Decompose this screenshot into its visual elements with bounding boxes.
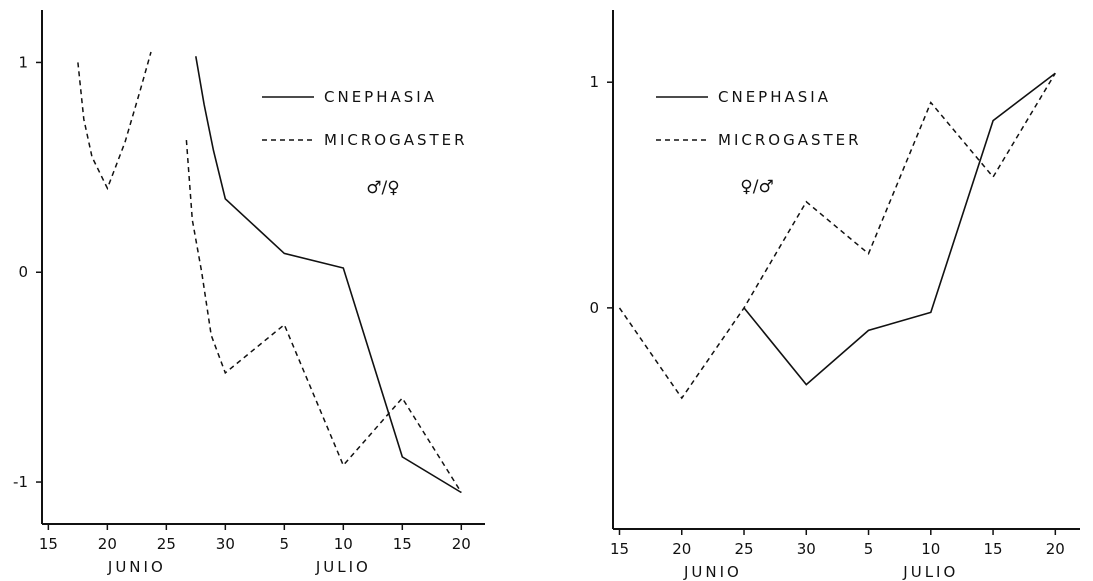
x-tick-label: 20 xyxy=(672,540,691,558)
series-microgaster-line xyxy=(185,140,462,493)
x-tick-label: 15 xyxy=(393,535,412,553)
legend-label-microgaster: MICROGASTER xyxy=(324,131,468,149)
month-label: JUNIO xyxy=(683,563,742,581)
month-label: JULIO xyxy=(315,558,371,576)
x-tick-label: 20 xyxy=(452,535,471,553)
series-microgaster-line xyxy=(77,51,152,191)
legend-label-cnephasia: CNEPHASIA xyxy=(324,88,437,106)
x-tick-label: 20 xyxy=(1046,540,1065,558)
x-tick-label: 20 xyxy=(98,535,117,553)
y-tick-label: 1 xyxy=(18,53,28,71)
sex-ratio-label: ♀/♂ xyxy=(740,177,773,197)
series-cnephasia-line xyxy=(195,56,462,494)
series-cnephasia-line xyxy=(743,72,1056,386)
series-microgaster-line xyxy=(618,72,1056,400)
y-tick-label: 1 xyxy=(589,73,599,91)
x-tick-label: 5 xyxy=(864,540,874,558)
x-tick-label: 5 xyxy=(280,535,290,553)
y-tick-label: 0 xyxy=(18,263,28,281)
month-label: JULIO xyxy=(902,563,958,581)
x-tick-label: 30 xyxy=(797,540,816,558)
legend-label-cnephasia: CNEPHASIA xyxy=(718,88,831,106)
x-tick-label: 15 xyxy=(39,535,58,553)
x-tick-label: 15 xyxy=(610,540,629,558)
month-label: JUNIO xyxy=(107,558,166,576)
x-tick-label: 25 xyxy=(157,535,176,553)
x-tick-label: 10 xyxy=(334,535,353,553)
x-tick-label: 25 xyxy=(734,540,753,558)
x-tick-label: 10 xyxy=(921,540,940,558)
sex-ratio-label: ♂/♀ xyxy=(366,178,399,198)
y-tick-label: 0 xyxy=(589,299,599,317)
legend-label-microgaster: MICROGASTER xyxy=(718,131,862,149)
x-tick-label: 30 xyxy=(216,535,235,553)
x-tick-label: 15 xyxy=(984,540,1003,558)
y-tick-label: -1 xyxy=(13,473,28,491)
